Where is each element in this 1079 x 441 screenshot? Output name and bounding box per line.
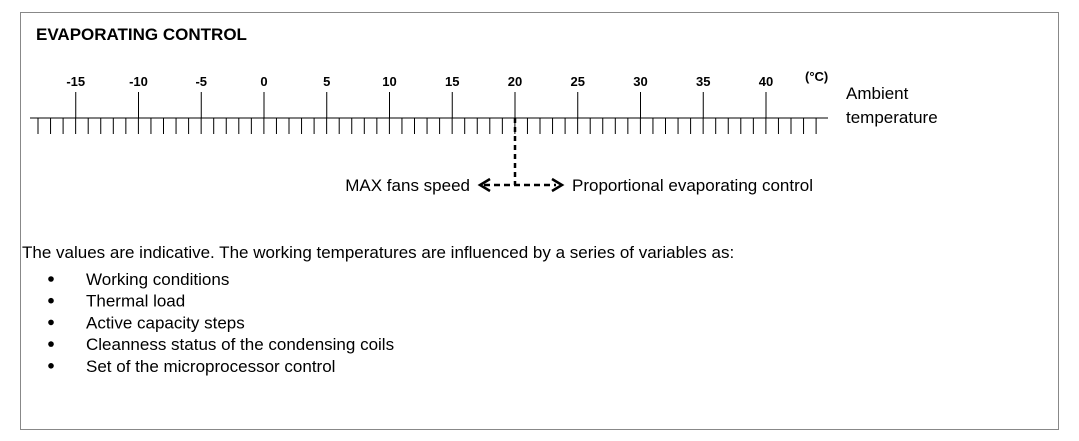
list-item: Active capacity steps <box>86 313 245 332</box>
note: The values are indicative. The working t… <box>22 243 734 262</box>
list-item: Working conditions <box>86 270 229 289</box>
minor-ticks <box>37 118 817 134</box>
scale-label: Ambient <box>846 84 909 103</box>
list-item: Set of the microprocessor control <box>86 357 335 376</box>
tick-label: 0 <box>260 74 267 89</box>
scale-label: temperature <box>846 108 938 127</box>
frame <box>20 12 1059 430</box>
unit: (°C) <box>805 69 828 84</box>
bullet <box>48 319 54 326</box>
tick-label: -5 <box>195 74 207 89</box>
bullet <box>48 297 54 304</box>
bullet <box>48 363 54 369</box>
tick-label: 40 <box>759 74 773 89</box>
arrow-head <box>551 177 565 193</box>
tick-label: 10 <box>382 74 396 89</box>
tick-label: 20 <box>508 74 522 89</box>
arrow-label: Proportional evaporating control <box>572 176 813 195</box>
list-item: Thermal load <box>86 292 185 311</box>
major-ticks: -15 -10 -5 0 5 10 15 20 25 30 35 40 <box>66 74 773 118</box>
list: Working conditions Thermal load Active cap… <box>48 270 394 376</box>
list-item: Cleanness status of the condensing coils <box>86 335 394 354</box>
bullet <box>48 341 54 347</box>
bullet <box>48 276 54 282</box>
tick-label: 35 <box>696 74 710 89</box>
tick-label: 5 <box>323 74 330 89</box>
tick-label: 30 <box>633 74 647 89</box>
tick-label: 25 <box>571 74 585 89</box>
tick-label: -15 <box>66 74 85 89</box>
tick-label: 15 <box>445 74 459 89</box>
title: EVAPORATING CONTROL <box>36 25 247 44</box>
arrow-head <box>477 177 491 193</box>
arrow-label: MAX fans speed <box>345 176 470 195</box>
tick-label: -10 <box>129 74 148 89</box>
